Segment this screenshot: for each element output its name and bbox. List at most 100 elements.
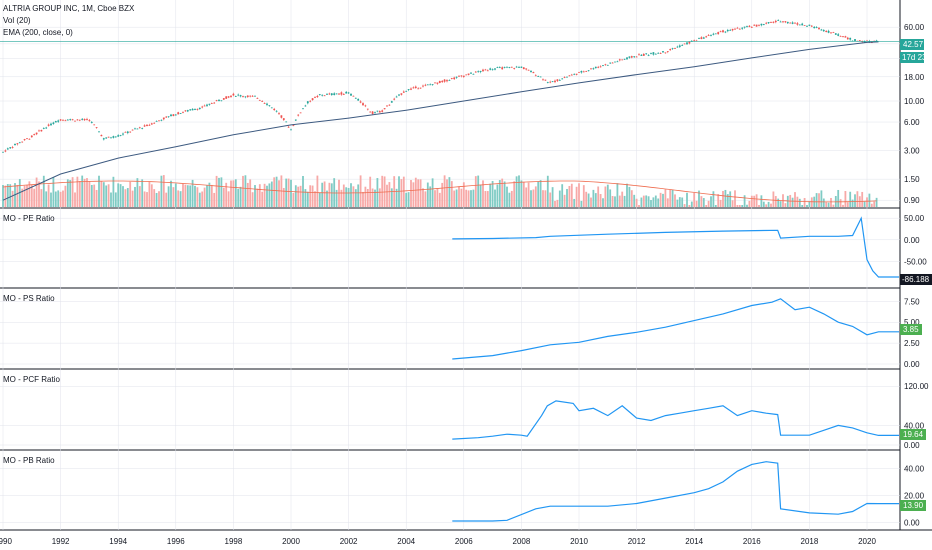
price-candle: [215, 100, 218, 102]
price-candle: [448, 80, 451, 81]
volume-bar: [263, 183, 266, 207]
volume-bar: [4, 185, 7, 207]
volume-bar: [736, 205, 739, 207]
price-candle: [69, 119, 72, 120]
price-candle: [570, 74, 573, 76]
price-candle: [196, 108, 199, 110]
volume-bar: [239, 186, 242, 207]
volume-bar: [102, 182, 105, 207]
ema-legend: EMA (200, close, 0): [3, 28, 73, 37]
volume-bar: [429, 186, 432, 207]
price-candle: [808, 24, 811, 26]
price-candle: [789, 22, 792, 24]
time-scale[interactable]: 1990 1992 1994 1996 1998 2000 2002 2004 2006 2008…: [0, 537, 876, 546]
price-candle: [693, 40, 696, 42]
volume-bar: [98, 175, 100, 207]
volume-bar: [54, 191, 57, 207]
price-candle: [201, 106, 204, 108]
volume-bar: [62, 190, 64, 207]
volume-bar: [753, 195, 756, 207]
volume-bar: [570, 183, 573, 207]
volume-bar: [414, 177, 417, 207]
price-candle: [45, 127, 48, 129]
volume-bar: [155, 192, 158, 207]
volume-bar: [88, 181, 91, 207]
price-candle: [210, 103, 213, 105]
volume-bar: [801, 205, 804, 207]
volume-bar: [482, 180, 484, 207]
volume-bar: [854, 194, 856, 207]
price-candle: [225, 96, 228, 99]
volume-bar: [35, 177, 38, 207]
price-candle: [405, 90, 408, 92]
volume-bar: [518, 175, 520, 207]
price-candle: [510, 66, 513, 68]
price-candle: [338, 93, 340, 95]
volume-bar: [138, 186, 141, 207]
price-candle: [136, 128, 139, 130]
price-candle: [124, 131, 127, 133]
price-candle: [549, 81, 552, 83]
volume-bar: [302, 175, 304, 207]
volume-bar: [866, 197, 868, 207]
volume-bar: [743, 195, 746, 207]
price-candle: [726, 29, 729, 32]
volume-bar: [167, 186, 170, 207]
volume-bar: [458, 186, 460, 207]
y-tick-label: 0.00: [904, 236, 920, 245]
pe-ratio-legend: MO - PE Ratio: [3, 214, 55, 223]
volume-bar: [597, 186, 600, 207]
price-candle: [9, 147, 12, 149]
price-candle: [2, 151, 4, 153]
price-candle: [484, 69, 487, 71]
volume-bar: [222, 187, 225, 207]
x-tick-label: 1990: [0, 537, 12, 546]
price-candle: [753, 24, 756, 26]
volume-bar: [11, 190, 14, 207]
price-candle: [218, 99, 220, 102]
price-candle: [434, 82, 436, 84]
price-candle: [767, 22, 770, 24]
price-candle: [830, 32, 832, 34]
price-candle: [616, 61, 619, 63]
x-tick-label: 1998: [225, 537, 243, 546]
price-candle: [842, 36, 844, 38]
price-candle: [33, 134, 36, 136]
price-candle: [126, 131, 129, 134]
volume-bar: [604, 186, 607, 207]
volume-bar: [614, 196, 616, 207]
y-tick-label: 18.00: [904, 73, 925, 82]
volume-bar: [52, 177, 55, 207]
volume-bar: [388, 182, 391, 207]
price-candle: [390, 101, 393, 103]
volume-bar: [573, 198, 576, 207]
price-candle: [366, 108, 369, 110]
volume-bar: [640, 197, 643, 207]
pb-ratio-legend: MO - PB Ratio: [3, 456, 55, 465]
price-candle: [503, 66, 506, 68]
volume-bar: [594, 193, 597, 207]
volume-bar: [194, 185, 196, 207]
price-candle: [436, 82, 439, 84]
price-candle: [712, 33, 715, 35]
volume-bar: [765, 204, 768, 207]
price-candle: [417, 88, 420, 90]
price-candle: [642, 53, 645, 56]
volume-bar: [688, 205, 691, 207]
price-candle: [134, 128, 136, 130]
volume-bar: [506, 186, 508, 207]
y-tick-label: 20.00: [904, 491, 925, 500]
volume-bar: [306, 191, 309, 207]
volume-bar: [786, 195, 789, 207]
price-candle: [299, 112, 302, 114]
volume-bar: [830, 197, 832, 207]
volume-bar: [868, 193, 871, 207]
volume-bar: [294, 185, 297, 207]
ema-line: [2, 41, 879, 201]
price-candle: [825, 30, 828, 33]
volume-bar: [40, 189, 43, 207]
volume-bar: [422, 188, 424, 207]
price-candle: [724, 31, 727, 33]
price-candle: [467, 73, 470, 75]
